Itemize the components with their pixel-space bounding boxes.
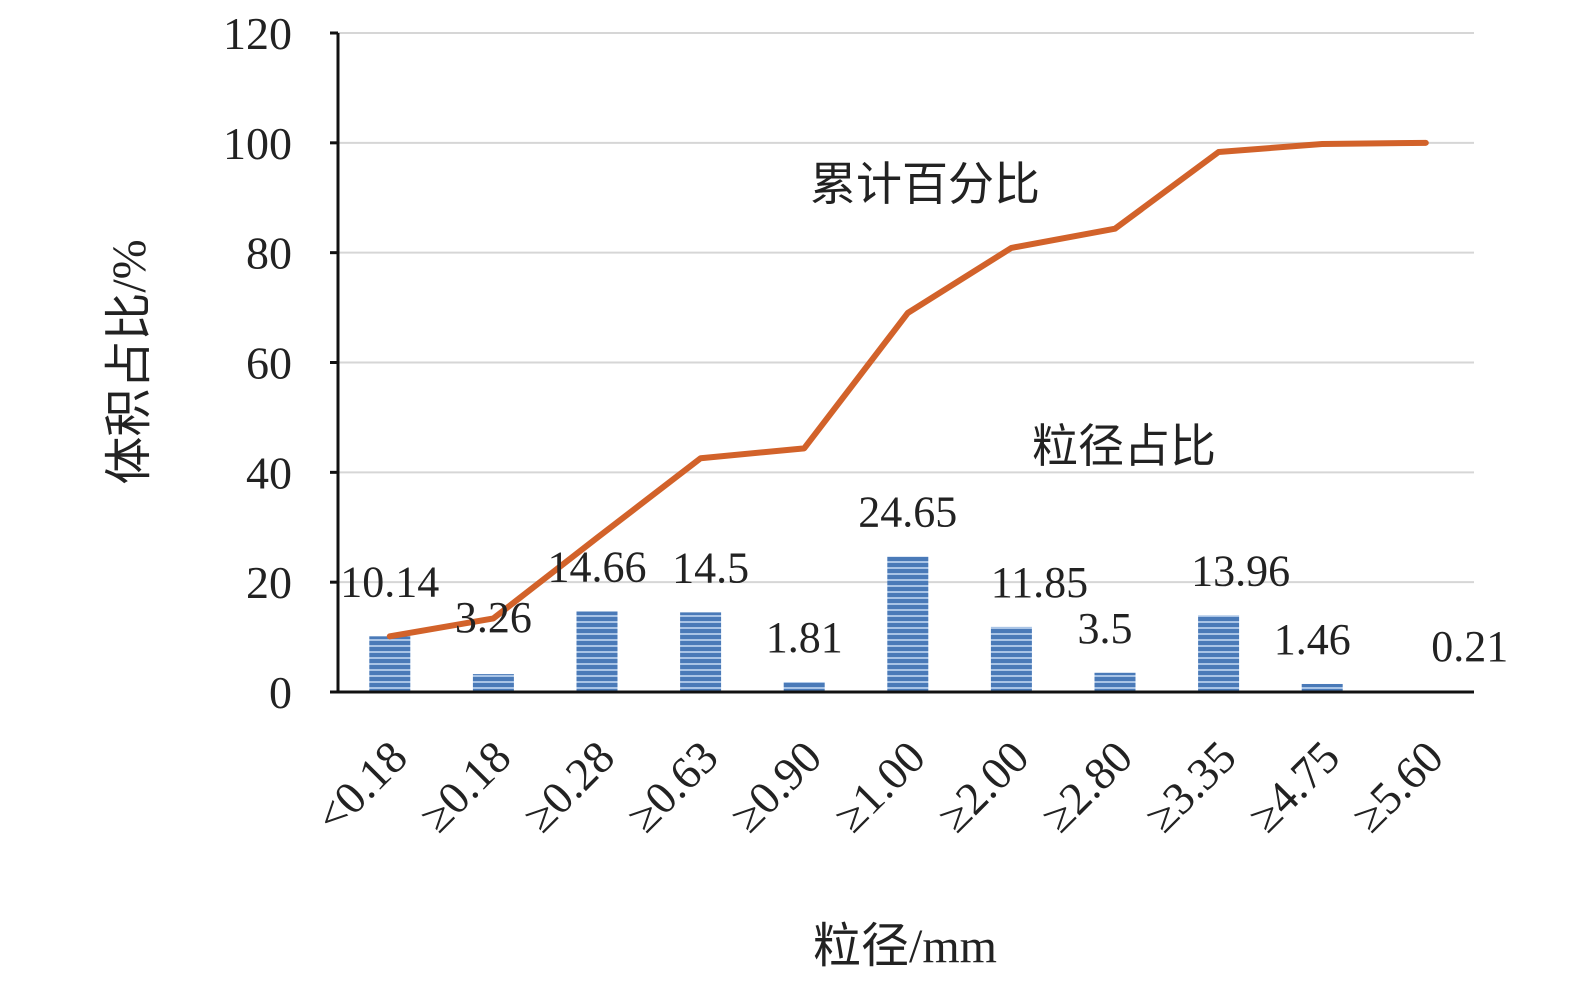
x-tick-label: <0.18 — [306, 731, 417, 842]
bar-data-label: 14.66 — [548, 542, 647, 591]
x-tick-label: ≥1.00 — [824, 731, 935, 842]
gridlines — [338, 32, 1474, 584]
bar — [680, 612, 722, 692]
bar — [1094, 672, 1136, 692]
bar-data-label: 24.65 — [858, 488, 957, 537]
x-tick-label: ≥4.75 — [1238, 731, 1349, 842]
y-tick-label: 60 — [246, 338, 292, 389]
bar — [472, 674, 514, 692]
bar — [1198, 615, 1240, 692]
bar-data-label: 13.96 — [1191, 546, 1290, 595]
y-tick-label: 100 — [223, 118, 292, 169]
x-tick-label: ≥0.90 — [720, 731, 831, 842]
bar-data-label: 0.21 — [1431, 622, 1508, 671]
y-axis-title: 体积占比/% — [103, 239, 156, 484]
bar-data-label: 3.26 — [455, 593, 532, 642]
axes — [330, 31, 1474, 694]
bar — [990, 626, 1032, 692]
bar — [576, 611, 618, 692]
labels: 0 20 40 60 80 100 120 10.14 3.26 14.66 14.5 1.81 24.… — [103, 8, 1508, 973]
bar — [1301, 683, 1343, 692]
x-tick-label: ≥3.35 — [1135, 731, 1246, 842]
bar-data-label: 1.81 — [766, 613, 843, 662]
y-tick-label: 20 — [246, 557, 292, 608]
y-tick-label: 40 — [246, 447, 292, 498]
bar — [887, 556, 929, 692]
x-tick-label: ≥5.60 — [1342, 731, 1453, 842]
y-tick-label: 120 — [223, 8, 292, 59]
cumulative-line — [386, 139, 1429, 640]
y-tick-label: 0 — [269, 667, 292, 718]
bar-series-label: 粒径占比 — [1032, 419, 1216, 473]
x-tick-label: ≥0.63 — [617, 731, 728, 842]
cumulative-series-label: 累计百分比 — [810, 157, 1040, 211]
x-tick-label: ≥2.80 — [1031, 731, 1142, 842]
bar — [369, 636, 411, 692]
x-axis-title: 粒径/mm — [813, 920, 997, 973]
cumulative-line-layer — [386, 139, 1429, 640]
x-tick-label: ≥0.28 — [513, 731, 624, 842]
bar-data-label: 10.14 — [340, 557, 439, 606]
bars — [369, 556, 1447, 692]
bar-data-label: 14.5 — [672, 543, 749, 592]
bar-data-label: 1.46 — [1274, 615, 1351, 664]
bar-data-label: 3.5 — [1078, 604, 1133, 653]
x-tick-label: ≥0.18 — [410, 731, 521, 842]
y-tick-label: 80 — [246, 228, 292, 279]
bar — [783, 682, 825, 692]
bar-data-label: 11.85 — [991, 558, 1088, 607]
x-tick-label: ≥2.00 — [928, 731, 1039, 842]
